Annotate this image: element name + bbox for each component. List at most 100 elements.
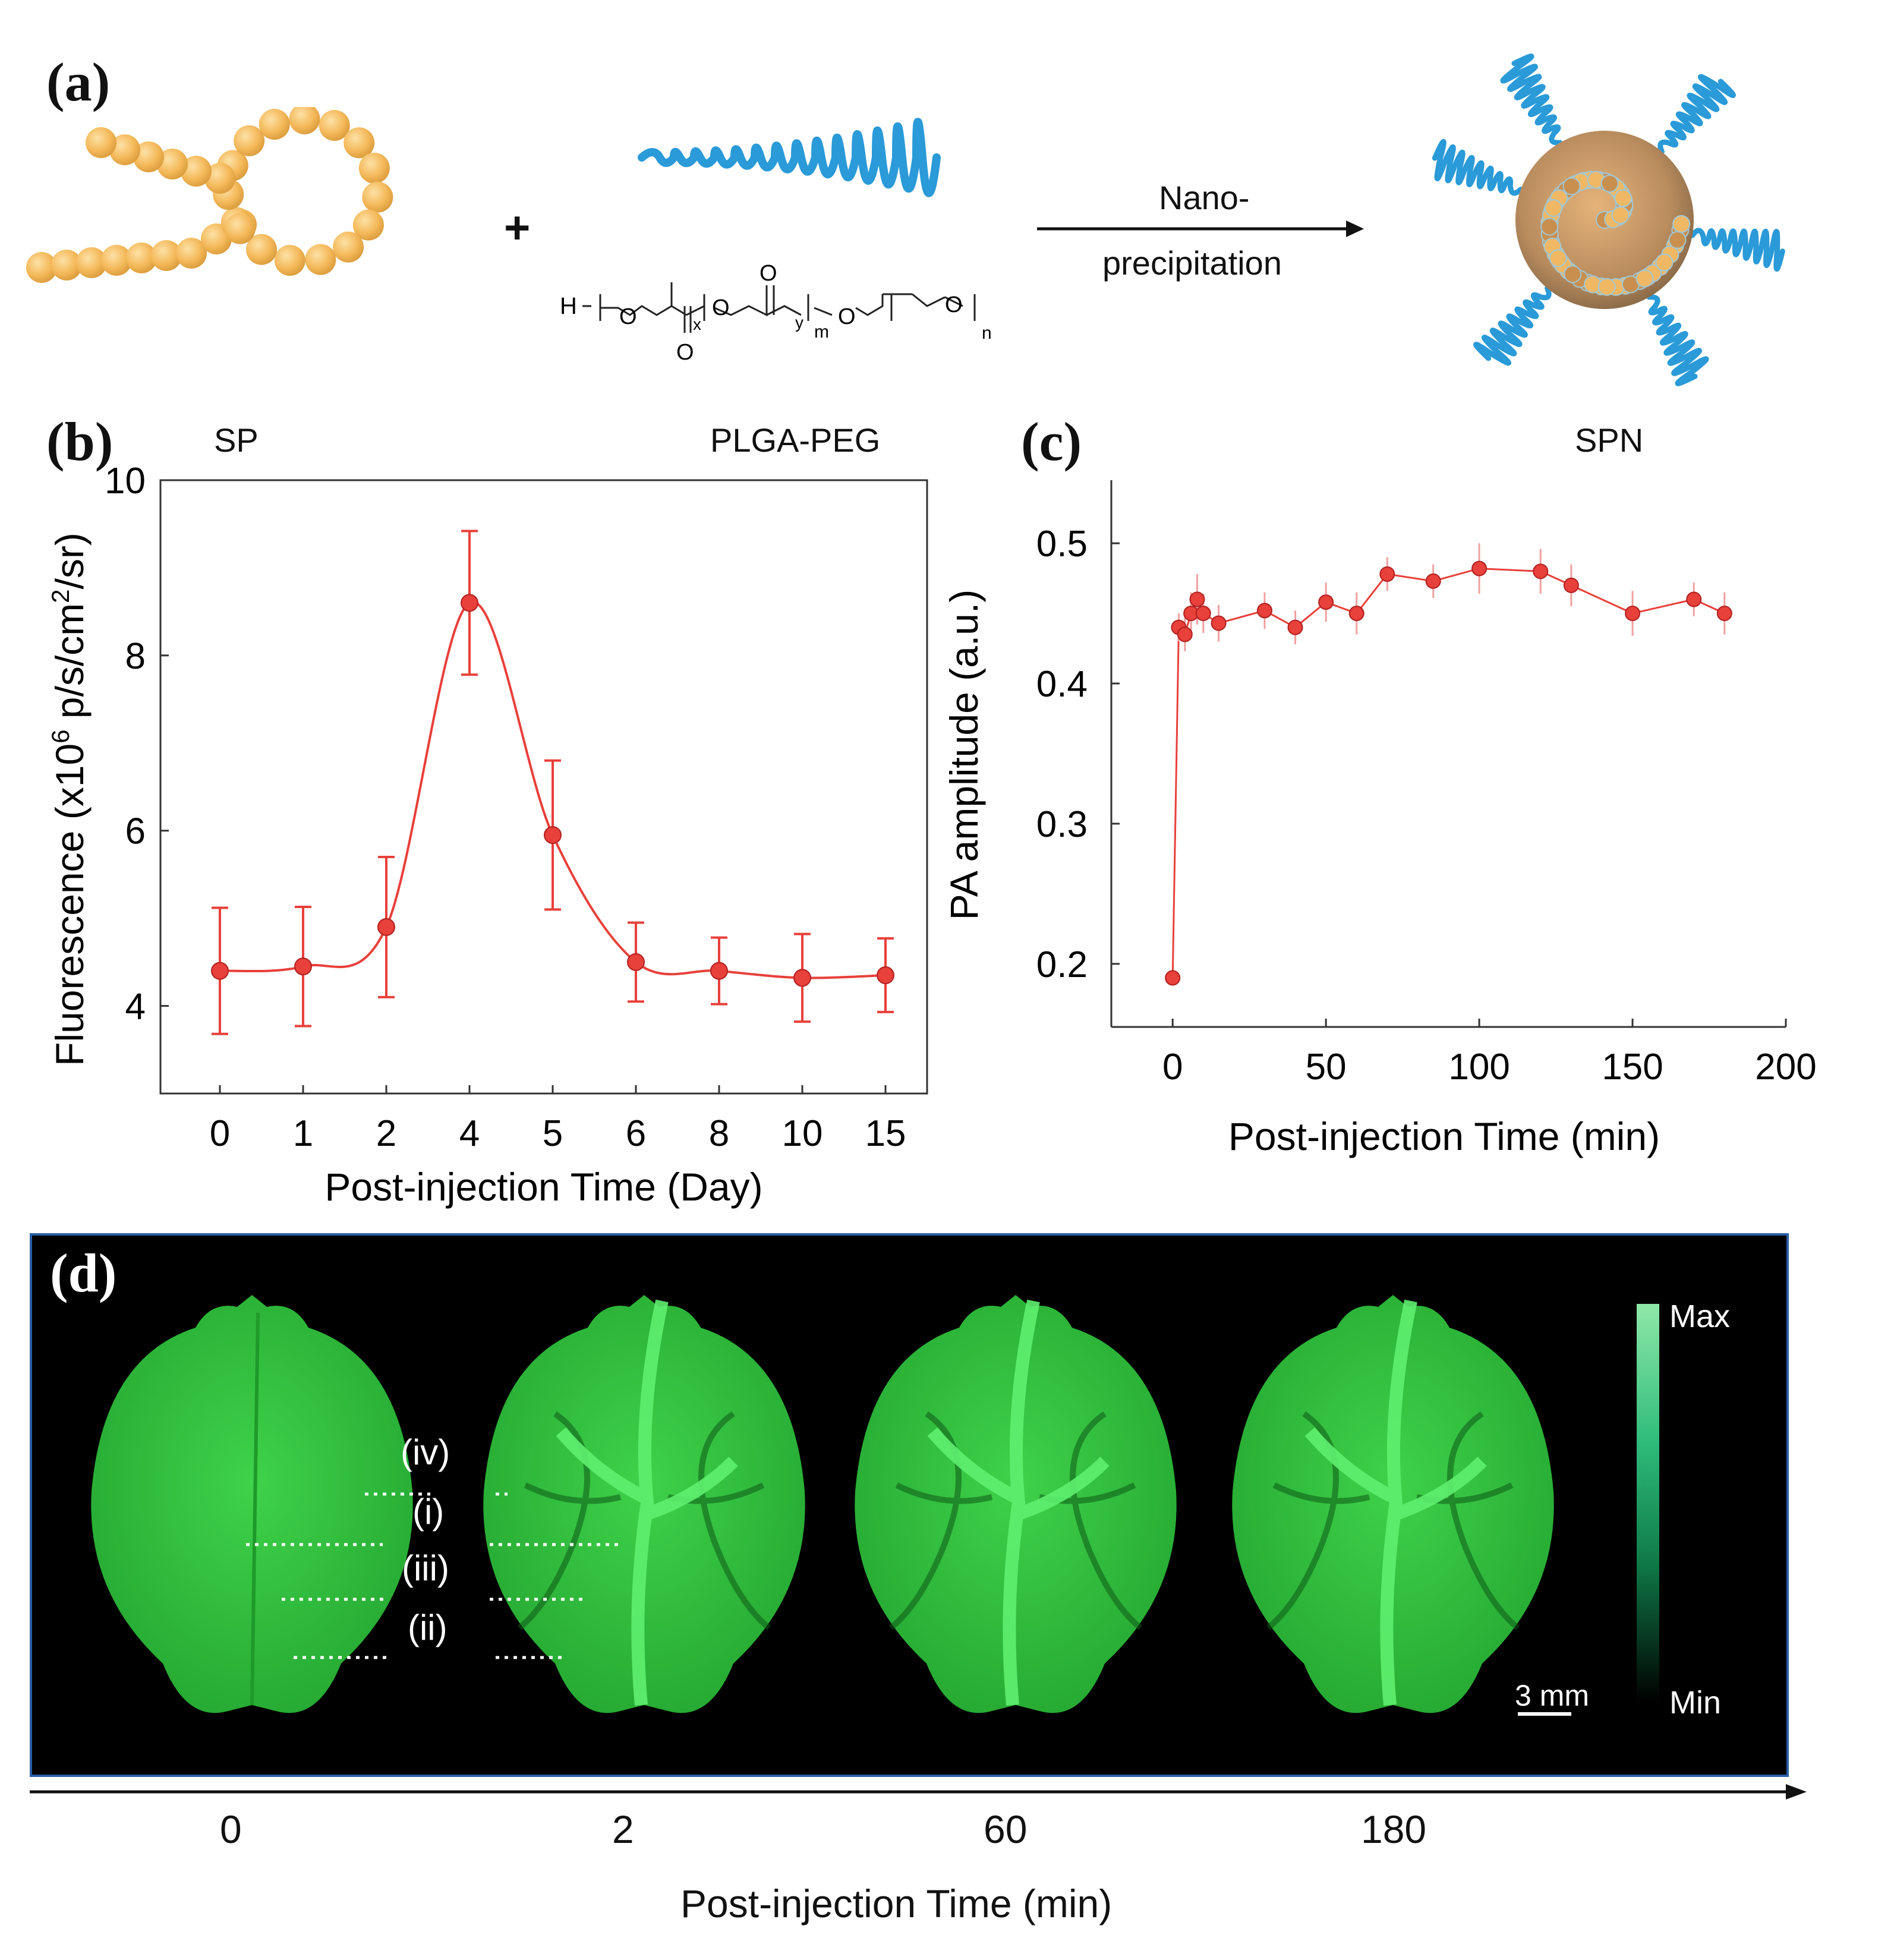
fluorescence-chart: 4 6 8 10 0 1 2 4 5 6 8 10 15 Post-injection Time (Da… — [46, 461, 928, 1209]
chart-c-xtick: 50 — [1306, 1047, 1347, 1088]
sp-bead — [151, 240, 182, 271]
spn-core-bead — [1562, 177, 1581, 196]
sp-bead — [343, 127, 375, 159]
chart-c-point — [1189, 591, 1205, 607]
chart-b-ytick: 8 — [125, 636, 146, 677]
timepoint-2: 2 — [612, 1807, 634, 1851]
chart-b-point — [544, 826, 562, 844]
chart-c-line — [1171, 568, 1725, 978]
chart-c-ytick: 0.4 — [1036, 664, 1088, 705]
spn-core-bead — [1544, 198, 1562, 217]
sp-bead — [333, 231, 364, 263]
colorbar — [1637, 1304, 1659, 1702]
chem-o2: O — [676, 340, 694, 365]
sp-bead — [109, 134, 140, 165]
label-plga-peg: PLGA-PEG — [710, 421, 881, 459]
chart-c-xlabel: Post-injection Time (min) — [1228, 1114, 1660, 1158]
spn-core-bead — [1614, 189, 1633, 207]
pa-image-panel: (d) Max Min 3 mm (iv) (i) (iii) (ii) — [30, 1233, 1789, 1777]
brain-image — [91, 1295, 413, 1713]
spn-core-bead — [1564, 265, 1582, 283]
sp-bead — [133, 141, 164, 172]
ylabel-mid: p/s/cm — [48, 603, 92, 730]
sp-bead — [245, 234, 277, 265]
spn-core-bead — [1600, 174, 1619, 193]
spn-peg-coil — [1646, 294, 1709, 386]
chart-b-ytick: 4 — [125, 987, 146, 1028]
panel-d-letter: (d) — [50, 1243, 117, 1303]
chem-o4: O — [760, 261, 777, 286]
spn-nanoparticle — [1432, 53, 1785, 386]
sp-bead — [181, 156, 212, 187]
chart-b-xtick: 1 — [293, 1113, 313, 1154]
sp-bead — [224, 213, 256, 244]
chart-c-point — [1379, 566, 1395, 582]
colorbar-min-label: Min — [1669, 1685, 1722, 1720]
sp-bead — [305, 244, 336, 275]
chart-b-xtick: 15 — [865, 1113, 906, 1154]
chart-c-point — [1348, 606, 1364, 622]
chart-b-point — [877, 966, 894, 984]
chart-c-xtick: 100 — [1448, 1047, 1509, 1088]
sp-bead — [126, 242, 157, 273]
chart-b-point — [461, 594, 478, 612]
chart-c-point — [1425, 573, 1441, 589]
plga-peg-chemical-structure: H O O x O O y m O O n — [560, 261, 992, 365]
vessel-label-iv: (iv) — [401, 1432, 450, 1472]
brain-image — [1232, 1295, 1554, 1713]
ylabel-post: /sr) — [48, 532, 92, 589]
sp-bead — [362, 181, 393, 213]
sp-bead — [76, 247, 107, 278]
spn-core-bead — [1672, 215, 1691, 233]
chart-b-xtick: 5 — [543, 1113, 563, 1154]
spn-peg-coil — [1690, 228, 1785, 272]
sp-bead — [86, 127, 116, 158]
spn-core-bead — [1597, 278, 1616, 296]
chart-b-point — [627, 953, 645, 971]
vessel-label-ii: (ii) — [408, 1608, 447, 1647]
spn-core-bead — [1655, 253, 1674, 272]
panel-b-letter: (b) — [46, 411, 114, 472]
chart-c-point — [1165, 970, 1181, 986]
chart-c-point — [1471, 560, 1488, 576]
label-spn: SPN — [1575, 421, 1644, 459]
plus-sign: + — [504, 203, 531, 253]
brain-image — [483, 1295, 805, 1713]
chart-c-point — [1177, 626, 1193, 642]
spn-peg-coil — [1432, 138, 1524, 196]
chart-b-xtick: 8 — [709, 1113, 729, 1154]
chart-c-ytick: 0.3 — [1036, 804, 1088, 845]
chem-h: H — [560, 293, 577, 319]
vessel-label-iii: (iii) — [402, 1548, 449, 1588]
spn-peg-coil — [1500, 53, 1563, 146]
chem-o6: O — [945, 292, 963, 317]
chart-c-point — [1195, 606, 1211, 622]
timepoint-60: 60 — [984, 1807, 1028, 1851]
sp-bead — [352, 209, 384, 241]
chem-o1: O — [619, 304, 637, 329]
spn-core-bead — [1540, 218, 1559, 236]
panel-d-xlabel: Post-injection Time (min) — [680, 1882, 1113, 1926]
chart-c-point — [1625, 606, 1641, 622]
spn-core-bead — [1668, 231, 1687, 249]
sp-bead — [289, 107, 320, 135]
chart-c-point — [1563, 577, 1579, 593]
timepoint-180: 180 — [1361, 1807, 1427, 1851]
label-sp: SP — [214, 421, 259, 459]
chart-b-point — [793, 969, 811, 987]
chart-b-xtick: 4 — [459, 1113, 480, 1154]
sp-bead — [157, 149, 188, 179]
chem-o5: O — [838, 304, 856, 329]
chart-b-xlabel: Post-injection Time (Day) — [324, 1165, 762, 1209]
sp-bead — [319, 110, 350, 141]
sp-bead — [204, 163, 235, 194]
arrow-label-nano: Nano- — [1159, 179, 1250, 216]
chart-c-xtick: 150 — [1602, 1047, 1663, 1088]
chart-c-point — [1318, 594, 1334, 610]
scale-bar-label: 3 mm — [1515, 1679, 1589, 1712]
sp-bead — [274, 245, 305, 276]
chart-c-point — [1686, 591, 1702, 607]
sp-bead — [259, 109, 290, 140]
chart-b-xtick: 10 — [782, 1113, 823, 1154]
chart-b-point — [710, 962, 728, 980]
